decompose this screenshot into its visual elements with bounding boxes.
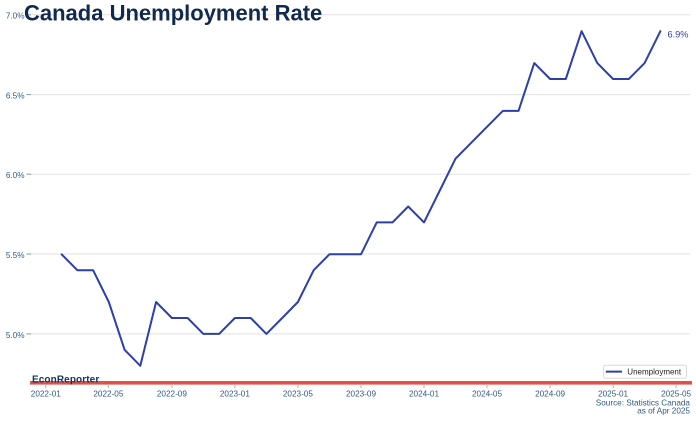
- svg-text:2023-01: 2023-01: [220, 390, 250, 399]
- svg-text:2025-01: 2025-01: [598, 390, 628, 399]
- svg-text:6.5%: 6.5%: [6, 92, 25, 101]
- svg-text:2024-09: 2024-09: [535, 390, 565, 399]
- svg-text:2022-09: 2022-09: [157, 390, 187, 399]
- svg-text:2022-05: 2022-05: [93, 390, 123, 399]
- svg-text:2024-01: 2024-01: [409, 390, 439, 399]
- svg-text:5.5%: 5.5%: [6, 251, 25, 260]
- svg-text:2023-05: 2023-05: [283, 390, 313, 399]
- svg-text:Canada Unemployment Rate: Canada Unemployment Rate: [24, 1, 322, 26]
- svg-text:Source: Statistics Canada: Source: Statistics Canada: [596, 398, 691, 407]
- svg-text:2023-09: 2023-09: [346, 390, 376, 399]
- svg-text:2022-01: 2022-01: [31, 390, 61, 399]
- svg-text:6.9%: 6.9%: [668, 30, 689, 40]
- svg-text:5.0%: 5.0%: [6, 331, 25, 340]
- svg-text:2025-05: 2025-05: [661, 390, 691, 399]
- svg-text:Unemployment: Unemployment: [627, 367, 682, 376]
- svg-text:EconReporter: EconReporter: [32, 375, 99, 386]
- svg-text:7.0%: 7.0%: [6, 12, 25, 21]
- svg-text:2024-05: 2024-05: [472, 390, 502, 399]
- svg-text:6.0%: 6.0%: [6, 171, 25, 180]
- svg-text:as of Apr 2025: as of Apr 2025: [637, 406, 690, 415]
